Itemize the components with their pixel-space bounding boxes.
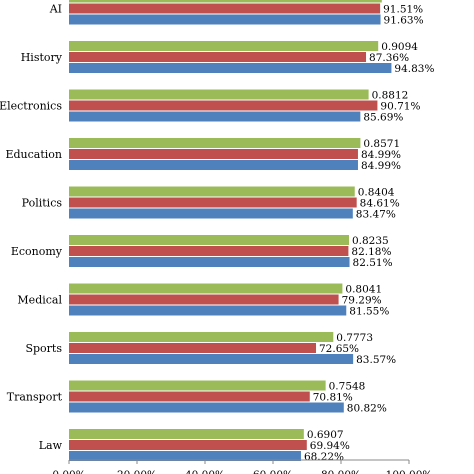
data-label: 91.63% — [384, 15, 424, 27]
bar — [69, 160, 358, 170]
data-label: 82.18% — [351, 246, 391, 258]
data-label: 85.69% — [363, 112, 403, 124]
data-label: 87.36% — [369, 52, 409, 64]
data-label: 0.8812 — [372, 90, 409, 102]
x-tick-label: 0.00% — [52, 469, 85, 474]
bar — [69, 380, 326, 391]
data-label: 0.8041 — [345, 284, 382, 296]
category-label: Law — [39, 439, 63, 452]
data-label: 0.8404 — [358, 187, 395, 199]
data-label: 0.6907 — [307, 429, 344, 441]
bar — [69, 41, 379, 51]
data-label: 90.71% — [380, 101, 420, 113]
bar — [69, 402, 344, 413]
data-label: 81.55% — [349, 306, 389, 318]
category-label: Education — [5, 148, 62, 161]
data-label: 83.47% — [356, 209, 396, 221]
bar — [69, 283, 343, 294]
x-tick-label: 100.00% — [386, 469, 433, 474]
bar — [69, 138, 361, 148]
bar — [69, 440, 307, 450]
category-label: Politics — [22, 197, 63, 210]
data-label: 83.57% — [356, 354, 396, 366]
category-label: Medical — [17, 294, 62, 307]
data-label: 84.99% — [361, 160, 401, 172]
category-label: Electronics — [0, 100, 62, 113]
bar — [69, 429, 304, 439]
x-tick-label: 60.00% — [253, 469, 293, 474]
data-label: 84.61% — [360, 198, 400, 210]
data-label: 94.83% — [394, 63, 434, 75]
bar — [69, 332, 334, 342]
bar — [69, 208, 353, 219]
bar — [69, 246, 349, 256]
bar — [69, 149, 358, 159]
data-label: 79.29% — [342, 295, 382, 307]
data-label: 72.65% — [319, 343, 359, 355]
data-label: 80.82% — [347, 403, 387, 415]
bar — [69, 391, 310, 402]
bar — [69, 63, 392, 73]
bar — [69, 3, 381, 14]
x-tick-label: 80.00% — [321, 469, 361, 474]
category-labels: AI History Electronics Education Politics Eco… — [0, 3, 63, 453]
category-label: History — [21, 51, 63, 64]
bar — [69, 354, 354, 364]
x-tick-label: 20.00% — [117, 469, 157, 474]
x-tick-label: 40.00% — [185, 469, 225, 474]
data-label: 82.51% — [353, 257, 393, 269]
data-label: 0.8571 — [363, 138, 400, 150]
category-label: Transport — [7, 391, 63, 404]
bar — [69, 451, 301, 461]
bar — [69, 111, 361, 122]
x-axis-ticks: 0.00% 20.00% 40.00% 60.00% 80.00% 100.00% — [52, 460, 432, 474]
data-label: 0.9094 — [381, 41, 418, 53]
bars — [69, 0, 392, 461]
bar — [69, 14, 381, 25]
category-label: Economy — [11, 245, 63, 258]
bar — [69, 257, 350, 267]
bar — [69, 89, 369, 100]
data-label: 0.7773 — [336, 332, 373, 344]
bar — [69, 0, 382, 3]
bar — [69, 343, 317, 353]
bar — [69, 52, 367, 62]
data-label: 68.22% — [304, 451, 344, 463]
data-label: 84.99% — [361, 149, 401, 161]
category-label: AI — [49, 3, 62, 16]
data-label: 69.94% — [310, 440, 350, 452]
data-label: 0.8235 — [352, 235, 389, 247]
data-label: 70.81% — [313, 392, 353, 404]
bar — [69, 305, 347, 316]
bar — [69, 235, 349, 245]
bar — [69, 100, 378, 111]
data-label: 91.51% — [383, 4, 423, 16]
bar — [69, 294, 339, 305]
data-label: 0.7548 — [329, 381, 366, 393]
bar — [69, 197, 357, 208]
category-label: Sports — [25, 342, 62, 355]
bar — [69, 186, 355, 197]
